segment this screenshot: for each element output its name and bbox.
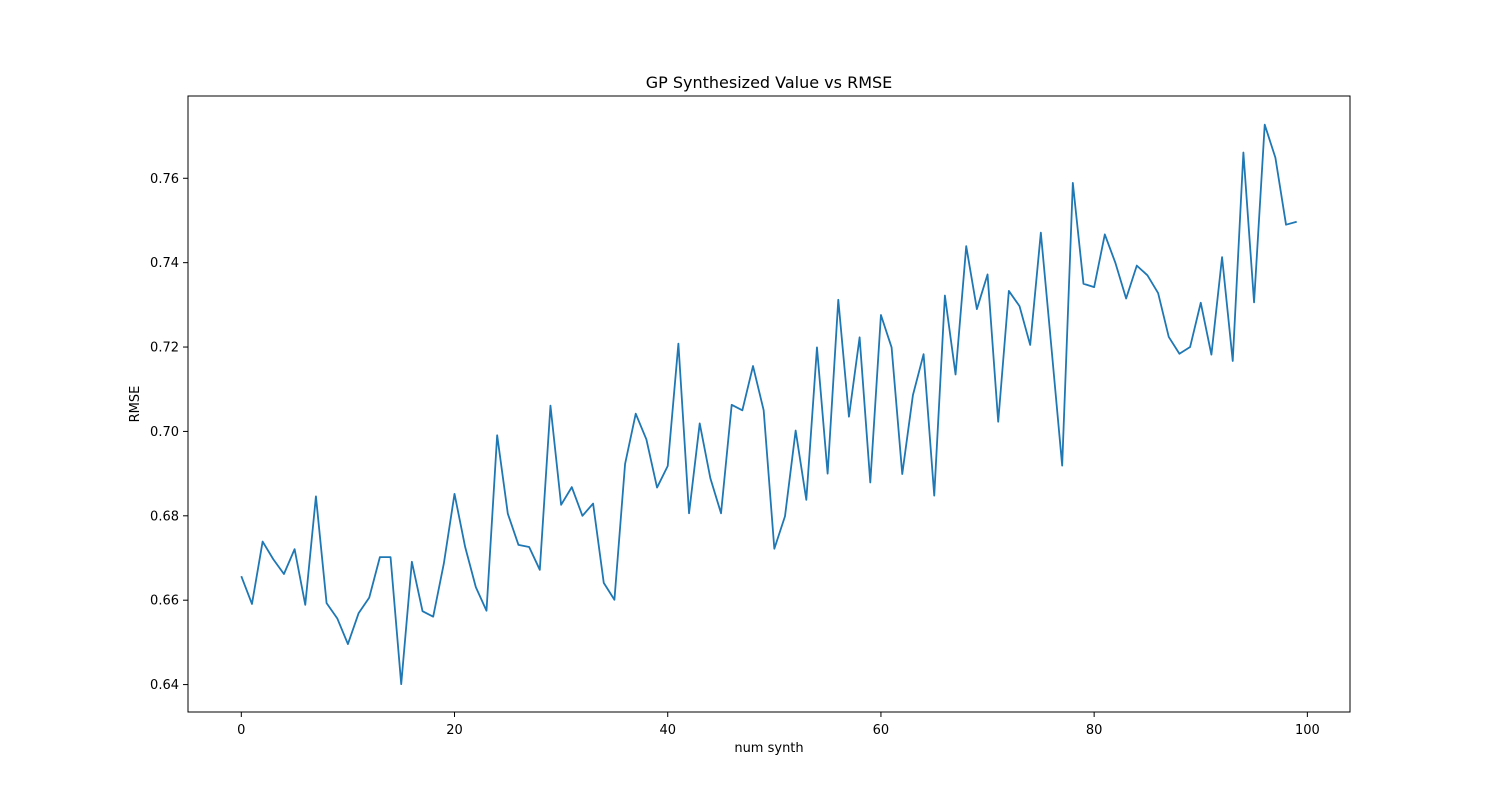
plot-frame	[187, 95, 1351, 713]
x-axis-label: num synth	[734, 741, 803, 756]
x-tick-label: 40	[659, 723, 676, 738]
x-tick-label: 60	[873, 723, 890, 738]
y-tick-label: 0.70	[150, 425, 179, 440]
y-tick-label: 0.74	[150, 256, 179, 271]
x-tick-label: 20	[446, 723, 463, 738]
series-line-0	[240, 123, 1297, 686]
y-tick-label: 0.76	[150, 172, 179, 187]
y-axis-label: RMSE	[128, 386, 143, 423]
x-tick-label: 0	[237, 723, 245, 738]
x-tick-label: 100	[1295, 723, 1320, 738]
chart-title: GP Synthesized Value vs RMSE	[646, 73, 893, 92]
y-axis-ticks: 0.64 0.66 0.68 0.70 0.72 0.74 0.76	[150, 172, 188, 693]
plot-area	[240, 123, 1297, 686]
y-tick-label: 0.68	[150, 509, 179, 524]
x-axis-ticks: 0 20 40 60 80 100	[237, 712, 1320, 738]
y-tick-label: 0.72	[150, 341, 179, 356]
y-tick-label: 0.66	[150, 594, 179, 609]
y-tick-label: 0.64	[150, 678, 179, 693]
x-tick-label: 80	[1086, 723, 1103, 738]
